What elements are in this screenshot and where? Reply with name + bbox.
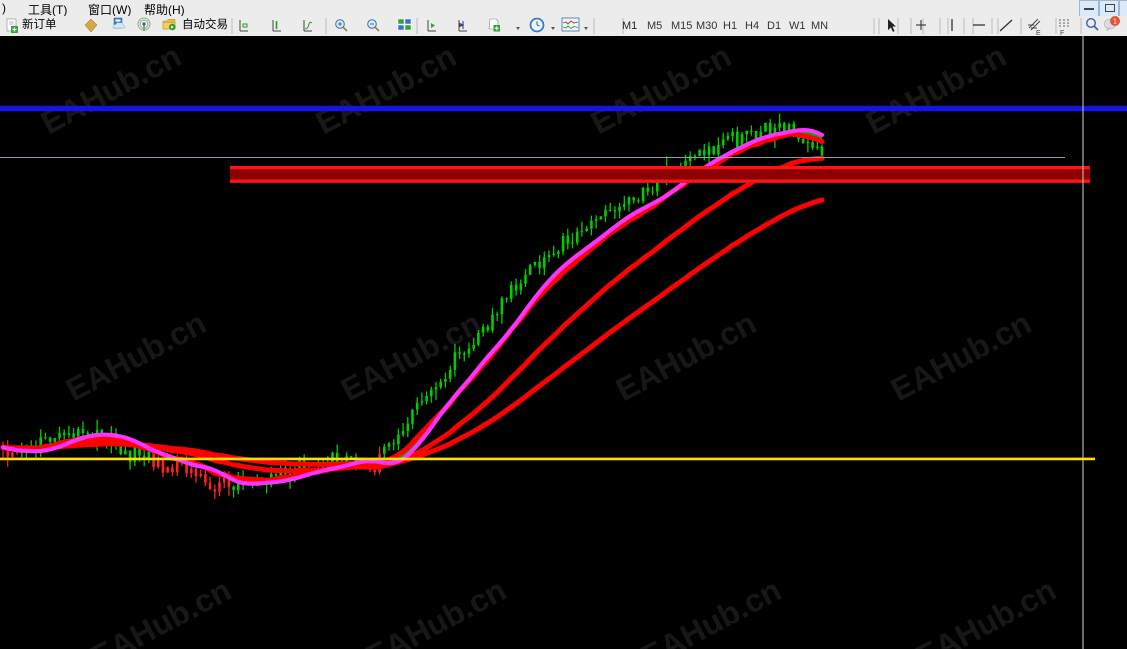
- svg-text:EAHub.cn: EAHub.cn: [585, 38, 737, 142]
- svg-text:EAHub.cn: EAHub.cn: [60, 305, 212, 409]
- svg-text:H1: H1: [723, 20, 737, 32]
- svg-text:D1: D1: [767, 20, 781, 32]
- svg-text:EAHub.cn: EAHub.cn: [360, 572, 512, 649]
- svg-text:EAHub.cn: EAHub.cn: [310, 38, 462, 142]
- svg-text:EAHub.cn: EAHub.cn: [635, 572, 787, 649]
- svg-text:MN: MN: [811, 20, 828, 32]
- svg-text:1: 1: [1113, 19, 1117, 26]
- svg-text:W1: W1: [789, 20, 806, 32]
- svg-text:EAHub.cn: EAHub.cn: [885, 305, 1037, 409]
- svg-text:自动交易: 自动交易: [182, 17, 228, 31]
- svg-text:M5: M5: [647, 20, 662, 32]
- svg-text:EAHub.cn: EAHub.cn: [860, 38, 1012, 142]
- svg-text:M30: M30: [696, 20, 717, 32]
- svg-text:EAHub.cn: EAHub.cn: [35, 38, 187, 142]
- svg-text:M15: M15: [671, 20, 692, 32]
- svg-text:M1: M1: [622, 20, 637, 32]
- svg-text:H4: H4: [745, 20, 759, 32]
- svg-text:EAHub.cn: EAHub.cn: [910, 572, 1062, 649]
- svg-text:EAHub.cn: EAHub.cn: [610, 305, 762, 409]
- svg-text:新订单: 新订单: [22, 17, 57, 31]
- svg-text:EAHub.cn: EAHub.cn: [85, 572, 237, 649]
